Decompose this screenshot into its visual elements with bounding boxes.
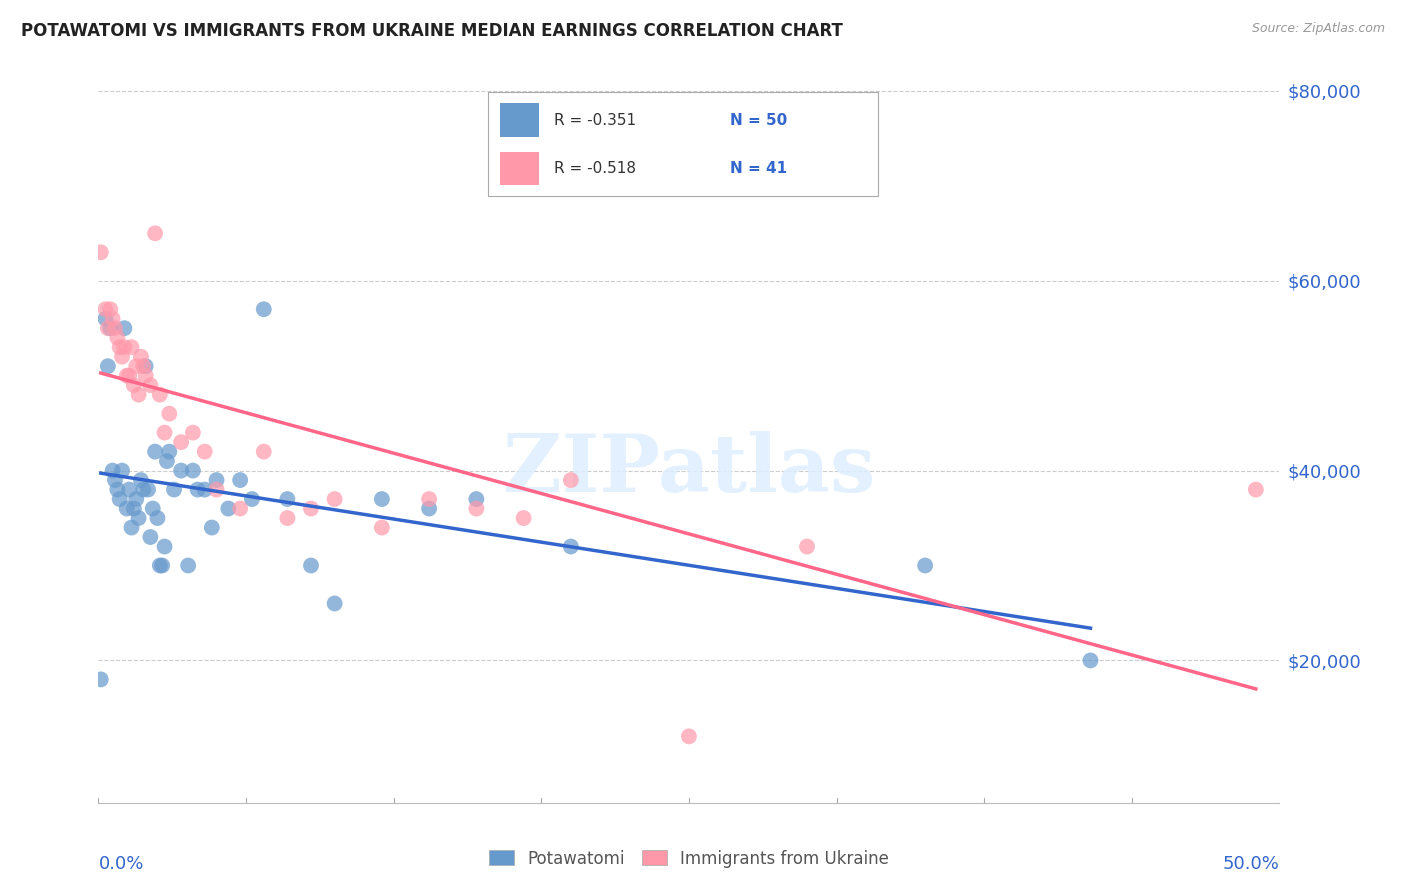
Point — [418, 501, 440, 516]
Point — [205, 483, 228, 497]
Point — [118, 483, 141, 497]
Point — [136, 483, 159, 497]
Point — [97, 321, 120, 335]
Point — [229, 501, 252, 516]
Point — [128, 511, 150, 525]
Point — [276, 491, 298, 506]
Point — [229, 473, 252, 487]
Point — [560, 473, 582, 487]
Point — [122, 501, 145, 516]
Point — [371, 520, 394, 534]
Point — [149, 558, 172, 573]
Point — [90, 673, 112, 687]
Point — [125, 359, 148, 374]
Text: ZIPatlas: ZIPatlas — [503, 431, 875, 508]
Point — [111, 464, 134, 478]
Point — [135, 368, 157, 383]
Point — [323, 597, 346, 611]
Point — [104, 321, 127, 335]
Point — [150, 558, 173, 573]
Point — [194, 444, 217, 458]
Point — [115, 368, 138, 383]
Point — [418, 491, 440, 506]
Point — [139, 378, 162, 392]
Point — [146, 511, 169, 525]
Point — [128, 387, 150, 401]
Point — [94, 311, 117, 326]
Point — [143, 227, 166, 241]
Point — [157, 407, 180, 421]
Point — [240, 491, 263, 506]
Text: 50.0%: 50.0% — [1223, 855, 1279, 872]
Point — [299, 501, 322, 516]
Point — [129, 473, 152, 487]
Point — [143, 444, 166, 458]
Point — [512, 511, 534, 525]
Point — [132, 483, 155, 497]
Point — [217, 501, 239, 516]
Point — [108, 340, 131, 354]
Point — [371, 491, 394, 506]
Point — [560, 540, 582, 554]
Point — [98, 302, 121, 317]
Point — [170, 435, 193, 450]
Point — [142, 501, 165, 516]
Point — [299, 558, 322, 573]
Point — [465, 501, 488, 516]
Point — [105, 483, 128, 497]
Point — [276, 511, 298, 525]
Point — [108, 491, 131, 506]
Point — [90, 245, 112, 260]
Text: POTAWATOMI VS IMMIGRANTS FROM UKRAINE MEDIAN EARNINGS CORRELATION CHART: POTAWATOMI VS IMMIGRANTS FROM UKRAINE ME… — [21, 22, 844, 40]
Point — [156, 454, 179, 468]
Point — [125, 491, 148, 506]
Point — [121, 340, 143, 354]
Point — [1080, 653, 1102, 667]
Legend: Potawatomi, Immigrants from Ukraine: Potawatomi, Immigrants from Ukraine — [481, 841, 897, 876]
Point — [253, 302, 276, 317]
Point — [914, 558, 936, 573]
Point — [181, 464, 204, 478]
Point — [104, 473, 127, 487]
Point — [1244, 483, 1267, 497]
Point — [153, 540, 176, 554]
Point — [177, 558, 200, 573]
Point — [139, 530, 162, 544]
Point — [149, 387, 172, 401]
Point — [115, 501, 138, 516]
Point — [118, 368, 141, 383]
Point — [678, 730, 700, 744]
Point — [101, 311, 124, 326]
Point — [132, 359, 155, 374]
Point — [170, 464, 193, 478]
Point — [194, 483, 217, 497]
Point — [98, 321, 121, 335]
Point — [187, 483, 209, 497]
Point — [465, 491, 488, 506]
Point — [181, 425, 204, 440]
Point — [105, 331, 128, 345]
Point — [121, 520, 143, 534]
Point — [323, 491, 346, 506]
Point — [153, 425, 176, 440]
Point — [135, 359, 157, 374]
Point — [163, 483, 186, 497]
Point — [157, 444, 180, 458]
Text: 0.0%: 0.0% — [98, 855, 143, 872]
Point — [112, 321, 135, 335]
Point — [129, 350, 152, 364]
Point — [796, 540, 818, 554]
Point — [253, 444, 276, 458]
Point — [201, 520, 224, 534]
Point — [122, 378, 145, 392]
Point — [111, 350, 134, 364]
Text: Source: ZipAtlas.com: Source: ZipAtlas.com — [1251, 22, 1385, 36]
Point — [112, 340, 135, 354]
Point — [205, 473, 228, 487]
Point — [94, 302, 117, 317]
Point — [101, 464, 124, 478]
Point — [97, 359, 120, 374]
